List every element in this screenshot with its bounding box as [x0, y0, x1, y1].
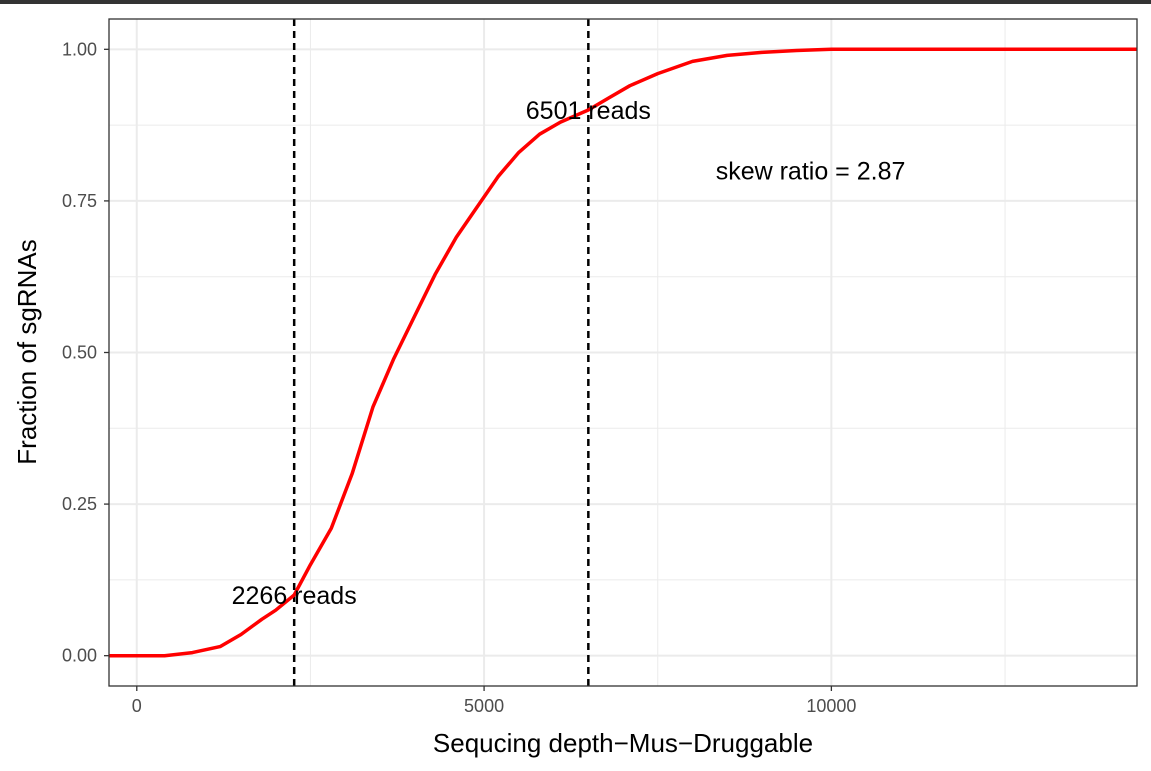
annotation-2: 6501 reads	[526, 97, 651, 125]
x-tick-label: 5000	[464, 696, 504, 716]
y-tick-label: 1.00	[62, 39, 97, 59]
annotation-1: 2266 reads	[232, 582, 357, 610]
series-layer	[109, 47, 1137, 658]
y-axis-title: Fraction of sgRNAs	[12, 239, 42, 464]
x-tick-label: 10000	[806, 696, 856, 716]
x-tick-label: 0	[132, 696, 142, 716]
y-tick-label: 0.50	[62, 343, 97, 363]
annotation-layer: 2266 reads 6501 reads skew ratio = 2.87	[232, 97, 906, 610]
annotation-3: skew ratio = 2.87	[716, 158, 906, 186]
y-tick-label: 0.00	[62, 646, 97, 666]
cumulative-fraction-line	[109, 47, 1137, 658]
x-axis: 0 5000 10000	[132, 686, 856, 716]
y-tick-label: 0.25	[62, 494, 97, 514]
x-axis-title: Sequcing depth−Mus−Druggable	[433, 728, 813, 758]
y-axis: 0.00 0.25 0.50 0.75 1.00	[62, 39, 109, 666]
window-top-bar	[0, 0, 1151, 4]
minor-gridlines	[109, 19, 1137, 686]
threshold-lines	[292, 19, 590, 686]
y-tick-label: 0.75	[62, 191, 97, 211]
